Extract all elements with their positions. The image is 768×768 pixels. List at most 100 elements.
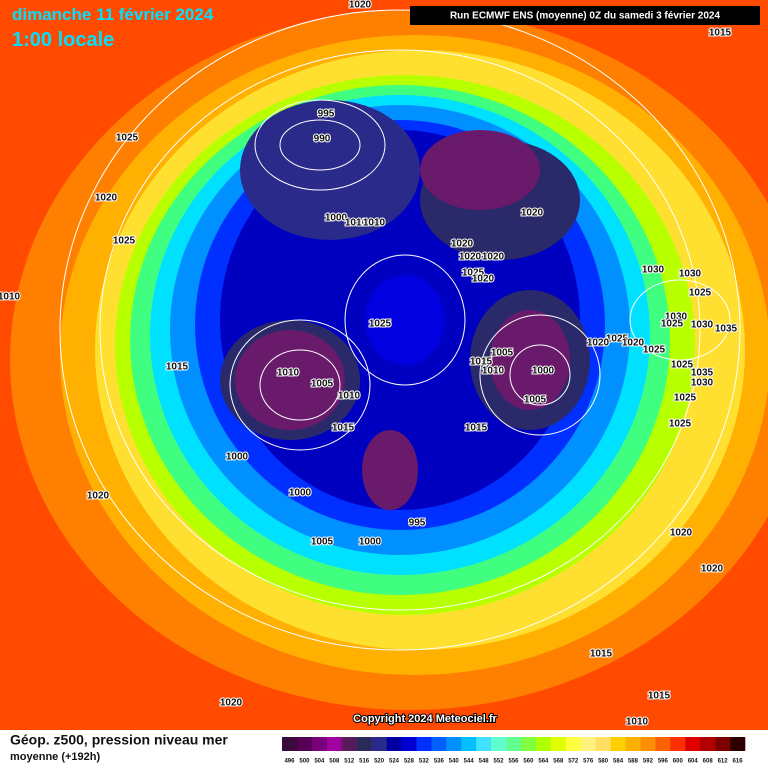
isobar-label: 1025 [643,345,666,356]
isobar-label: 1020 [521,208,544,219]
isobar-label: 1020 [472,274,495,285]
run-box [410,6,760,25]
isobar-label: 1025 [669,419,692,430]
colorbar-swatch [341,737,357,751]
colorbar-swatch [506,737,522,751]
colorbar-swatch [401,737,417,751]
colorbar-label: 596 [658,759,669,765]
colorbar-label: 584 [613,759,624,765]
colorbar-swatch [715,737,731,751]
colorbar-label: 528 [404,759,415,765]
colorbar-swatch [610,737,626,751]
colorbar-swatch [296,737,313,751]
colorbar-swatch [356,737,372,751]
colorbar-swatch [461,737,477,751]
isobar-label: 1010 [345,218,368,229]
colorbar-swatch [535,737,552,751]
isobar-label: 995 [409,518,426,529]
isobar-label: 1035 [691,368,714,379]
isobar-label: 1025 [689,288,712,299]
colorbar-label: 508 [329,759,340,765]
colorbar-swatch [685,737,701,751]
isobar-label: 1015 [332,423,355,434]
colorbar-swatch [386,737,402,751]
isobar-label: 1000 [289,488,312,499]
map-background [0,0,768,730]
isobar-label: 1010 [277,368,300,379]
isobar-label: 1020 [622,338,645,349]
colorbar-label: 560 [523,759,534,765]
isobar-label: 1020 [587,338,610,349]
isobar-label: 1030 [665,312,688,323]
colorbar-label: 576 [583,759,594,765]
isobar-label: 1035 [715,324,738,335]
isobar-label: 1015 [470,357,493,368]
colorbar-swatch [476,737,492,751]
isobar-label: 1020 [482,252,505,263]
colorbar-label: 616 [733,759,744,765]
colorbar-label: 604 [688,759,699,765]
isobar-label: 1010 [482,366,505,377]
isobar-label: 995 [318,109,335,120]
colorbar-swatch [625,737,641,751]
isobar-label: 1025 [671,360,694,371]
colorbar-label: 548 [479,759,490,765]
colorbar-swatch [520,737,537,751]
isobar-label: 1005 [311,537,334,548]
isobar-label: 1025 [606,334,629,345]
colorbar-label: 608 [703,759,714,765]
colorbar-label: 524 [389,759,400,765]
map-time: 1:00 locale [12,29,114,51]
isobar-label: 1025 [116,133,139,144]
isobar-label: 1030 [691,320,714,331]
isobar-label: 990 [314,134,331,145]
colorbar-swatch [565,737,582,751]
colorbar-label: 532 [419,759,430,765]
colorbar-label: 556 [508,759,519,765]
colorbar-swatch [700,737,716,751]
isobar-label: 1020 [670,528,693,539]
colorbar-label: 600 [673,759,684,765]
isobar-label: 1015 [648,691,671,702]
colorbar-label: 592 [643,759,654,765]
colorbar: 496 500 504 508 512 516 520 524 528 532 536 540 544 5… [282,737,746,765]
isobar-label: 1005 [311,379,334,390]
colorbar-label: 580 [598,759,609,765]
isobar-label: 1025 [113,236,136,247]
isobar-label: 1010 [338,391,361,402]
isobar-label: 1020 [95,193,118,204]
isobar-label: 1000 [532,366,555,377]
colorbar-swatch [640,737,656,751]
isobar-label: 1025 [661,319,684,330]
map-date: dimanche 11 février 2024 [12,5,214,24]
colorbar-label: 516 [359,759,370,765]
isobar-label: 1020 [459,252,482,263]
isobar-labels: 1020101599599010251020102510001010101010… [0,0,739,729]
isobar-label: 1015 [709,28,732,39]
isobar-label: 1000 [359,537,382,548]
colorbar-swatch [446,737,462,751]
colorbar-label: 612 [718,759,729,765]
colorbar-label: 568 [553,759,564,765]
isobar-label: 1025 [674,393,697,404]
colorbar-label: 512 [344,759,355,765]
colorbar-label: 496 [284,759,295,765]
run-info: Run ECMWF ENS (moyenne) 0Z du samedi 3 f… [450,11,721,22]
isobar-label: 1030 [691,378,714,389]
isobar-label: 1010 [363,218,386,229]
colorbar-label: 536 [434,759,445,765]
isobar-label: 1010 [626,717,649,728]
colorbar-label: 564 [538,759,549,765]
legend-title: Géop. z500, pression niveau mer [10,732,228,748]
colorbar-label: 552 [494,759,505,765]
isobar-label: 1030 [679,269,702,280]
isobar-label: 1020 [451,239,474,250]
colorbar-swatch [371,737,387,751]
isobar-label: 1005 [524,395,547,406]
isobar-label: 1020 [220,698,243,709]
colorbar-swatch [655,737,671,751]
isobar-label: 1025 [462,268,485,279]
colorbar-swatch [580,737,596,751]
colorbar-label: 540 [449,759,460,765]
